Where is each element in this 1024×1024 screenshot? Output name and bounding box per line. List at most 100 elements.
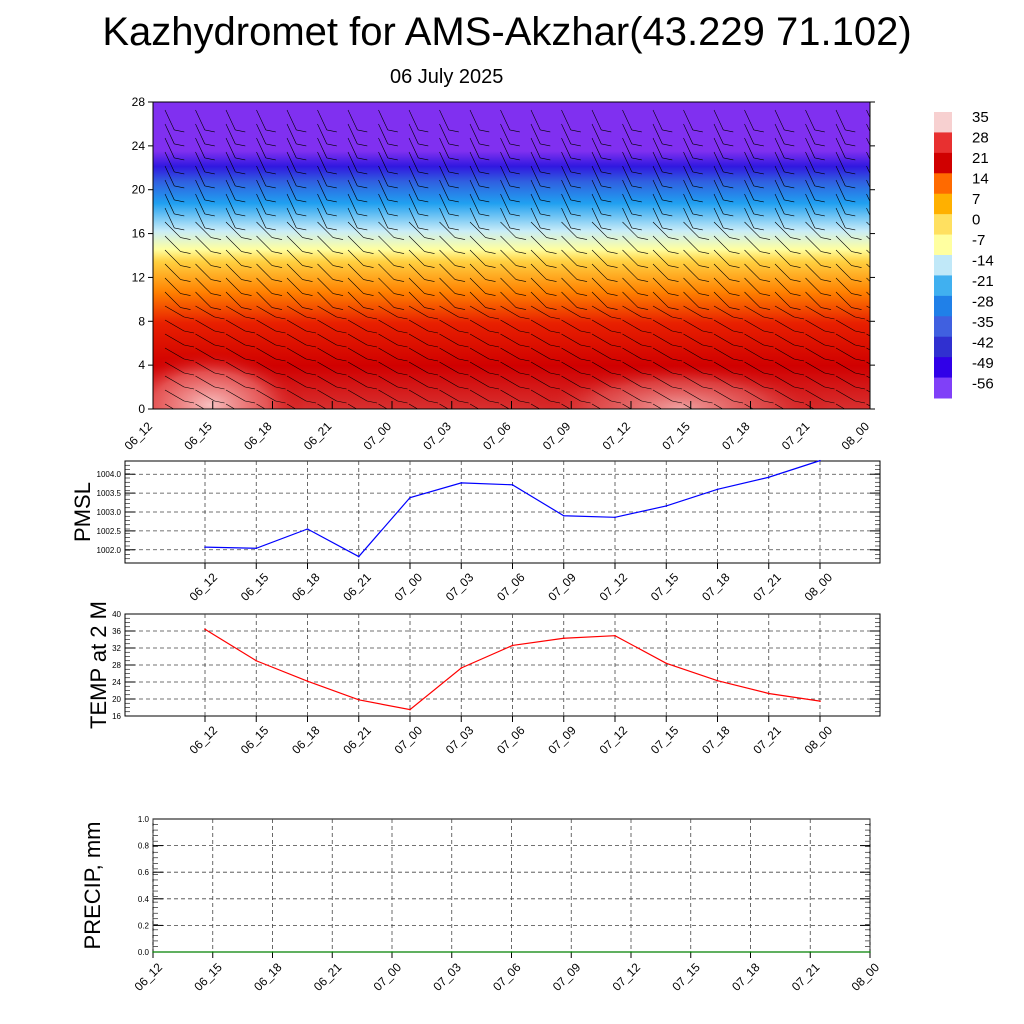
wind-barb-flag xyxy=(357,129,368,133)
wind-barb-flag xyxy=(723,157,734,161)
wind-barb-shaft xyxy=(500,109,511,131)
wind-barb-flag xyxy=(854,358,866,362)
wind-barb-flag xyxy=(235,199,246,203)
wind-barb-shaft xyxy=(195,137,206,159)
wind-barb-shaft xyxy=(500,389,520,402)
wind-barb-flag xyxy=(732,358,744,362)
wind-barb-shaft xyxy=(530,403,541,409)
colorbar-swatch xyxy=(934,173,952,195)
wind-barb-shaft xyxy=(225,123,236,145)
wind-barb-flag xyxy=(174,185,185,189)
wind-barb-shaft xyxy=(347,151,358,173)
wind-barb-shaft xyxy=(561,305,581,318)
wind-barb-flag xyxy=(183,330,195,334)
wind-barb-shaft xyxy=(347,333,368,346)
heatmap-ytick-label: 12 xyxy=(132,270,146,284)
wind-barb-flag xyxy=(576,251,588,254)
wind-barb-shaft xyxy=(286,389,307,402)
wind-barb-flag xyxy=(519,344,530,348)
wind-barb-shaft xyxy=(195,221,212,238)
wind-barb-shaft xyxy=(225,109,236,131)
wind-barb-shaft xyxy=(744,123,755,145)
wind-barb-shaft xyxy=(652,123,663,145)
wind-barb-shaft xyxy=(774,207,785,229)
wind-barb-shaft xyxy=(774,123,785,145)
wind-barb-flag xyxy=(854,330,866,334)
wind-barb-shaft xyxy=(195,319,215,332)
wind-barb-shaft xyxy=(744,291,761,308)
wind-barb-flag xyxy=(458,344,469,348)
wind-barb-flag xyxy=(729,237,740,240)
x-tick-label: 07_09 xyxy=(545,570,579,604)
series-point xyxy=(767,476,770,479)
wind-barb-flag xyxy=(387,185,398,189)
wind-barb-shaft xyxy=(347,389,368,402)
wind-barb-shaft xyxy=(256,277,273,294)
wind-barb-flag xyxy=(641,386,652,390)
wind-barb-shaft xyxy=(469,277,486,294)
series-point xyxy=(357,555,360,558)
wind-barb-flag xyxy=(296,129,307,133)
wind-barb-shaft xyxy=(408,263,425,280)
wind-barb-shaft xyxy=(469,207,480,229)
wind-barb-flag xyxy=(540,227,551,231)
wind-barb-shaft xyxy=(378,319,398,332)
wind-barb-shaft xyxy=(683,137,694,159)
wind-barb-flag xyxy=(886,415,896,417)
colorbar-label: 21 xyxy=(972,150,989,167)
wind-barb-flag xyxy=(214,386,225,390)
series-point xyxy=(306,680,309,682)
wind-barb-shaft xyxy=(286,165,297,187)
wind-barb-flag xyxy=(753,157,764,161)
wind-barb-shaft xyxy=(530,207,541,229)
wind-barb-shaft xyxy=(225,235,242,252)
wind-barb-flag xyxy=(824,358,835,362)
wind-barb-shaft xyxy=(866,235,870,240)
wind-barb-flag xyxy=(698,279,710,282)
wind-barb-flag xyxy=(241,307,252,310)
wind-barb-flag xyxy=(275,386,286,390)
wind-barb-shaft xyxy=(713,361,734,374)
wind-barb-flag xyxy=(854,344,866,348)
wind-barb-flag xyxy=(580,344,591,348)
wind-barb-shaft xyxy=(805,263,822,280)
x-tick-label: 06_15 xyxy=(238,723,272,757)
wind-barb-shaft xyxy=(866,263,870,268)
wind-barb-flag xyxy=(245,415,255,417)
wind-barb-shaft xyxy=(774,137,785,159)
heatmap-xtick-label: 06_18 xyxy=(241,419,275,453)
wind-barb-flag xyxy=(418,157,429,161)
wind-barb-flag xyxy=(428,415,438,417)
wind-barb-flag xyxy=(607,251,618,254)
wind-barb-flag xyxy=(702,316,713,320)
wind-barb-flag xyxy=(611,415,621,417)
wind-barb-shaft xyxy=(591,123,602,145)
wind-barb-flag xyxy=(546,237,557,240)
wind-barb-shaft xyxy=(408,221,425,238)
wind-barb-flag xyxy=(662,213,673,217)
colorbar-swatch xyxy=(934,357,952,379)
wind-barb-shaft xyxy=(774,389,795,402)
wind-barb-shaft xyxy=(256,305,276,318)
wind-barb-shaft xyxy=(347,193,358,215)
wind-barb-flag xyxy=(448,213,459,217)
wind-barb-shaft xyxy=(256,249,273,266)
wind-barb-shaft xyxy=(835,193,846,215)
wind-barb-flag xyxy=(424,279,435,282)
wind-barb-flag xyxy=(366,344,378,348)
wind-barb-shaft xyxy=(744,235,761,252)
wind-barb-flag xyxy=(814,171,825,175)
wind-barb-shaft xyxy=(500,249,517,266)
colorbar-label: 7 xyxy=(972,191,980,208)
wind-barb-flag xyxy=(357,213,368,217)
wind-barb-shaft xyxy=(683,235,700,252)
colorbar-swatch xyxy=(934,295,952,317)
x-tick-label: 07_00 xyxy=(371,960,405,994)
x-tick-label: 07_12 xyxy=(610,960,644,994)
wind-barb-shaft xyxy=(744,347,764,360)
y-tick-label: 1004.0 xyxy=(97,470,122,479)
wind-barb-shaft xyxy=(530,291,547,308)
wind-barb-flag xyxy=(509,171,520,175)
wind-barb-shaft xyxy=(439,347,459,360)
wind-barb-flag xyxy=(610,316,622,320)
